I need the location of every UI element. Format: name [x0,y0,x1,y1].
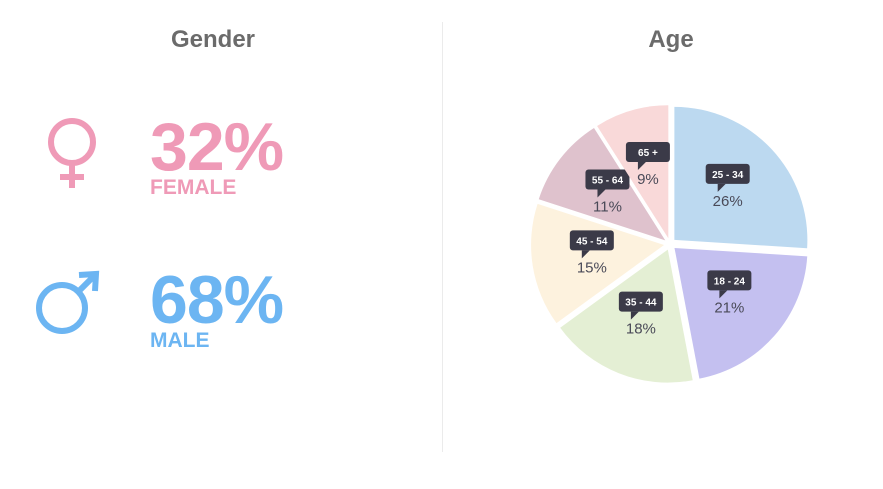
pie-slice [597,105,669,239]
slice-tag-box [569,230,614,251]
slice-category-label: 35 - 44 [625,298,657,309]
slice-tag-pointer [581,250,590,259]
pie-slice [560,249,693,383]
slice-tag-box [618,291,663,312]
slice-value-label: 9% [637,171,659,188]
pie-slice-group: 18 - 24 21% [674,247,808,379]
slice-tag-box [585,169,630,190]
slice-tag-pointer [637,161,646,170]
male-symbol-icon [36,270,100,334]
slice-value-label: 15% [577,259,607,276]
slice-tag-box [705,163,750,184]
male-label: MALE [150,329,210,352]
age-pie-chart: 25 - 34 26% 18 - 24 21% 35 - 44 18% 45 - 54 15%… [531,105,808,383]
slice-tag-pointer [719,290,728,299]
pie-slice-group: 45 - 54 15% [531,203,665,324]
gender-title: Gender [170,26,256,53]
slice-tag-pointer [717,183,726,192]
female-label: FEMALE [150,176,237,199]
section-divider [442,22,443,452]
slice-value-label: 26% [713,193,743,210]
slice-category-label: 45 - 54 [576,236,608,247]
male-percent: 68% [150,262,284,338]
male-stat: 68% MALE [150,262,284,352]
pie-slice-group: 35 - 44 18% [560,249,693,383]
slice-value-label: 11% [593,198,622,215]
female-symbol-icon [48,118,96,188]
slice-tag-pointer [597,189,606,198]
slice-category-label: 55 - 64 [592,175,624,186]
pie-slice-group: 55 - 64 11% [538,128,666,241]
slice-value-label: 21% [714,299,744,316]
slice-category-label: 65 + [638,148,658,159]
age-title: Age [648,26,694,53]
pie-slice-group: 65 + 9% [597,105,670,239]
slice-tag-box [625,141,670,162]
female-percent: 32% [150,109,284,185]
slice-value-label: 18% [626,321,656,338]
slice-tag-box [707,270,752,291]
slice-category-label: 25 - 34 [712,170,744,181]
slice-tag-pointer [630,311,639,320]
slice-category-label: 18 - 24 [714,276,746,287]
female-stat: 32% FEMALE [150,109,284,199]
pie-slice [531,203,665,324]
pie-slice-group: 25 - 34 26% [674,106,808,249]
